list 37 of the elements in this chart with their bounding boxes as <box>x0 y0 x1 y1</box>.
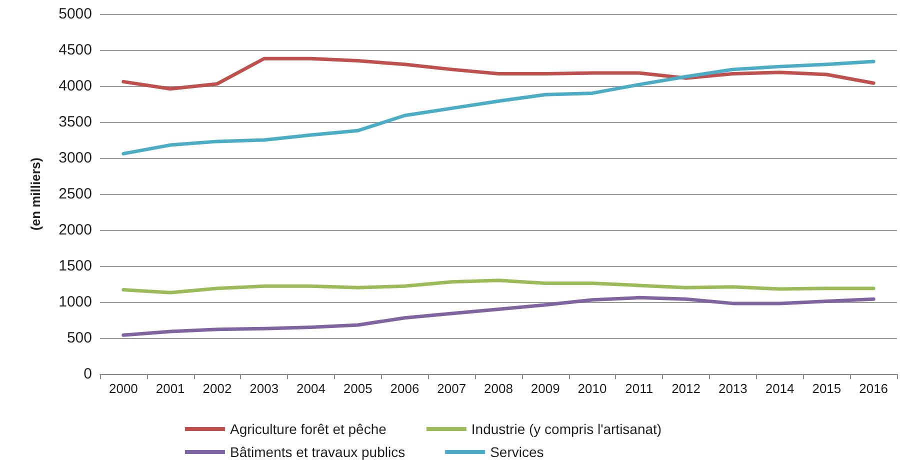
x-tick-label: 2001 <box>156 381 185 396</box>
legend-label: Industrie (y compris l'artisanat) <box>471 421 662 437</box>
y-tick-label: 5000 <box>58 6 92 22</box>
y-tick-label: 2500 <box>58 186 92 202</box>
legend-label: Services <box>490 444 544 460</box>
x-tick-label: 2008 <box>484 381 513 396</box>
x-tick-label: 2009 <box>530 381 560 396</box>
y-tick-label: 3000 <box>58 150 92 166</box>
x-tick-label: 2004 <box>296 381 326 396</box>
x-tick-label: 2007 <box>437 381 466 396</box>
line-series <box>122 296 876 337</box>
x-tick-label: 2002 <box>202 381 232 396</box>
y-tick-label: 4000 <box>58 78 92 94</box>
x-tick-label: 2013 <box>718 381 748 396</box>
y-tick-label: 2000 <box>58 222 92 238</box>
x-tick-label: 2010 <box>578 381 607 396</box>
y-axis-title: (en milliers) <box>28 158 43 230</box>
line-series <box>122 56 876 91</box>
y-tick-label: 4500 <box>58 42 92 58</box>
x-tick-label: 2003 <box>250 381 279 396</box>
x-tick-label: 2006 <box>390 381 420 396</box>
x-tick-label: 2011 <box>625 381 654 396</box>
x-tick-label: 2005 <box>343 381 372 396</box>
x-tick-label: 2015 <box>812 381 842 396</box>
y-tick-label: 500 <box>66 330 92 346</box>
legend-label: Agriculture forêt et pêche <box>230 421 387 437</box>
y-tick-label: 1500 <box>58 258 92 274</box>
line-series <box>122 278 876 294</box>
y-tick-label: 3500 <box>58 114 92 130</box>
legend-label: Bâtiments et travaux publics <box>230 444 406 460</box>
line-series <box>122 60 876 156</box>
x-tick-label: 2012 <box>672 381 700 396</box>
y-tick-label: 1000 <box>58 294 92 310</box>
x-tick-label: 2014 <box>765 381 794 396</box>
x-tick-label: 2000 <box>108 381 138 396</box>
y-tick-label: 0 <box>84 366 92 382</box>
x-tick-label: 2016 <box>859 381 888 396</box>
